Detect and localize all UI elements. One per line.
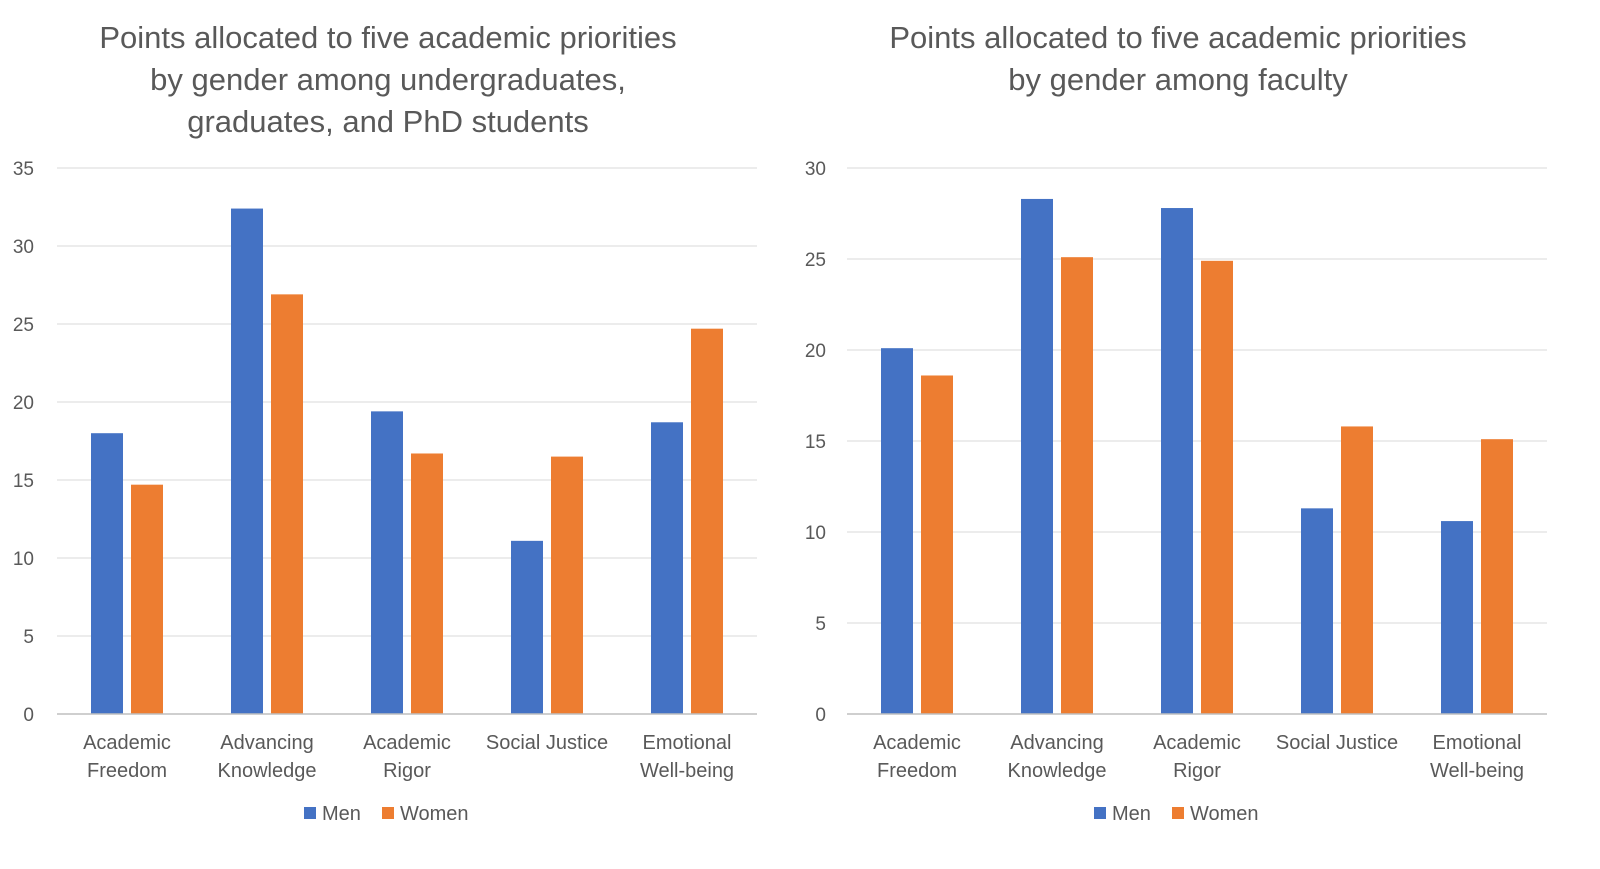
- legend-swatch-men: [304, 807, 316, 819]
- x-category-label: Academic: [873, 732, 961, 754]
- x-category-label: Emotional: [1433, 732, 1522, 754]
- bar-women: [1341, 426, 1373, 714]
- x-category-label: Advancing: [1010, 732, 1103, 754]
- bar-men: [511, 540, 543, 714]
- y-tick-label: 5: [815, 614, 826, 635]
- x-category-label: Freedom: [877, 760, 957, 782]
- bar-women: [271, 294, 303, 714]
- legend-label-men: Men: [322, 803, 361, 825]
- legend-label-women: Women: [400, 803, 469, 825]
- y-tick-label: 20: [13, 393, 34, 414]
- bar-men: [1441, 521, 1473, 714]
- x-category-label: Academic: [83, 732, 171, 754]
- x-category-label: Well-being: [1430, 760, 1524, 782]
- y-tick-label: 30: [13, 237, 34, 258]
- y-tick-label: 10: [13, 549, 34, 570]
- faculty-chart: Points allocated to five academic priori…: [805, 20, 1547, 825]
- chart-title-line: Points allocated to five academic priori…: [889, 20, 1466, 55]
- bar-men: [1301, 508, 1333, 714]
- y-tick-label: 5: [23, 627, 34, 648]
- x-category-label: Social Justice: [486, 732, 608, 754]
- bar-women: [131, 484, 163, 714]
- x-category-label: Rigor: [383, 760, 431, 782]
- x-category-label: Academic: [1153, 732, 1241, 754]
- bar-women: [921, 375, 953, 714]
- bar-women: [411, 453, 443, 714]
- chart-title-line: graduates, and PhD students: [187, 104, 589, 139]
- x-category-label: Freedom: [87, 760, 167, 782]
- bar-women: [1201, 260, 1233, 714]
- bar-women: [551, 456, 583, 714]
- bar-women: [691, 328, 723, 714]
- legend: Men Women: [304, 803, 469, 825]
- x-category-label: Rigor: [1173, 760, 1221, 782]
- y-tick-label: 15: [13, 471, 34, 492]
- y-tick-label: 35: [13, 159, 34, 180]
- bar-women: [1481, 439, 1513, 714]
- legend-swatch-women: [382, 807, 394, 819]
- x-category-label: Well-being: [640, 760, 734, 782]
- y-tick-label: 20: [805, 341, 826, 362]
- y-tick-label: 25: [805, 250, 826, 271]
- chart-title-line: by gender among undergraduates,: [150, 62, 626, 97]
- chart-title-line: Points allocated to five academic priori…: [99, 20, 676, 55]
- x-category-label: Social Justice: [1276, 732, 1398, 754]
- y-tick-label: 0: [815, 705, 826, 726]
- x-category-label: Advancing: [220, 732, 313, 754]
- bar-men: [371, 411, 403, 714]
- bar-men: [91, 433, 123, 714]
- x-category-label: Knowledge: [1008, 760, 1107, 782]
- y-tick-label: 10: [805, 523, 826, 544]
- legend-label-men: Men: [1112, 803, 1151, 825]
- legend-swatch-women: [1172, 807, 1184, 819]
- x-category-label: Emotional: [643, 732, 732, 754]
- legend-label-women: Women: [1190, 803, 1259, 825]
- y-tick-label: 15: [805, 432, 826, 453]
- x-category-label: Academic: [363, 732, 451, 754]
- y-tick-label: 25: [13, 315, 34, 336]
- bar-men: [651, 422, 683, 714]
- y-tick-label: 30: [805, 159, 826, 180]
- x-category-label: Knowledge: [218, 760, 317, 782]
- bar-men: [1161, 208, 1193, 715]
- student-chart: Points allocated to five academic priori…: [13, 20, 757, 825]
- bar-men: [231, 208, 263, 714]
- bar-men: [1021, 198, 1053, 714]
- chart-title-line: by gender among faculty: [1008, 62, 1348, 97]
- legend-swatch-men: [1094, 807, 1106, 819]
- bar-women: [1061, 257, 1093, 714]
- y-tick-label: 0: [23, 705, 34, 726]
- bar-men: [881, 348, 913, 714]
- legend: Men Women: [1094, 803, 1259, 825]
